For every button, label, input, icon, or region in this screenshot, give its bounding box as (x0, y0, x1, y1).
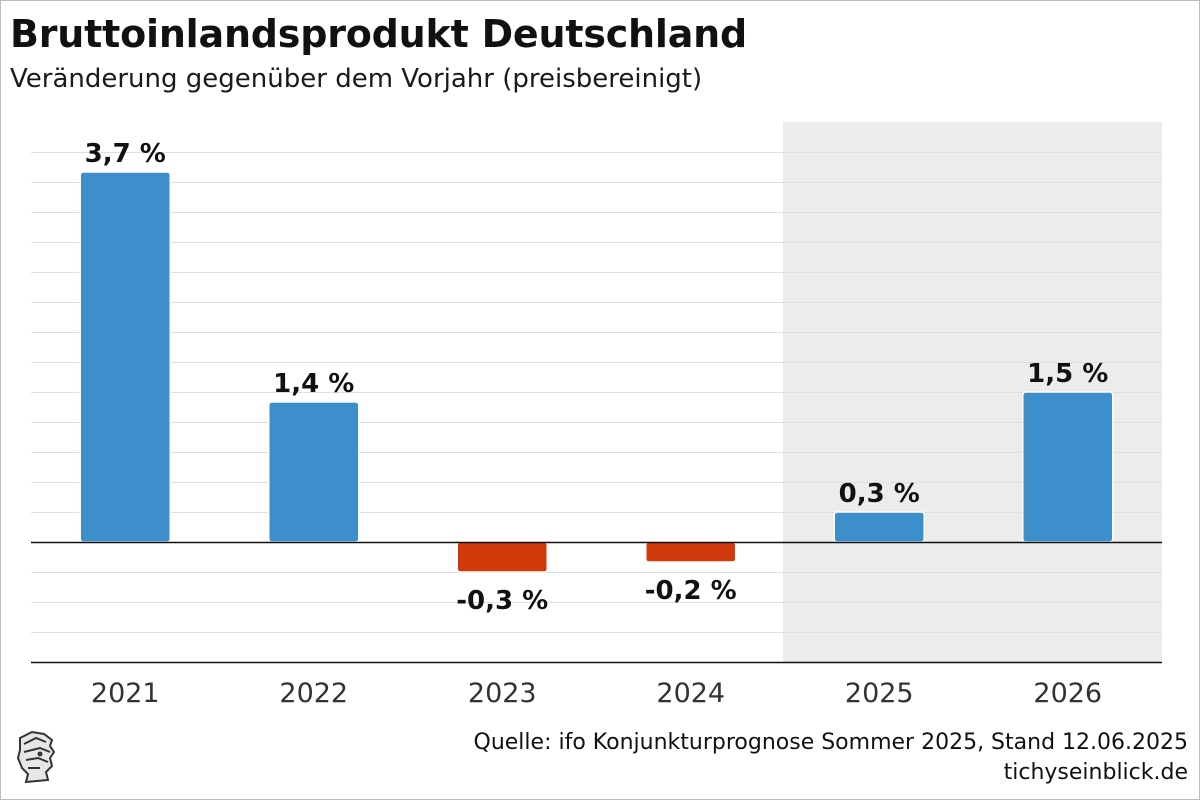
bar-2021 (79, 171, 171, 543)
x-tick-label-2023: 2023 (468, 678, 537, 709)
logo-icon (10, 728, 62, 786)
data-label-2021: 3,7 % (85, 139, 166, 169)
chart-subtitle: Veränderung gegenüber dem Vorjahr (preis… (10, 64, 703, 94)
data-label-2022: 1,4 % (273, 369, 354, 399)
bar-2024 (645, 541, 737, 563)
x-tick-label-2024: 2024 (656, 678, 725, 709)
site-name: tichyseinblick.de (1003, 760, 1188, 785)
data-label-2023: -0,3 % (456, 586, 548, 616)
bar-2026 (1022, 391, 1114, 543)
x-tick-label-2022: 2022 (279, 678, 348, 709)
x-tick-label-2021: 2021 (91, 678, 160, 709)
x-tick-label-2026: 2026 (1033, 678, 1102, 709)
bar-2022 (268, 401, 360, 543)
data-label-2025: 0,3 % (839, 479, 920, 509)
data-label-2024: -0,2 % (645, 576, 737, 606)
bar-2025 (833, 511, 925, 543)
data-label-2026: 1,5 % (1027, 359, 1108, 389)
chart-title: Bruttoinlandsprodukt Deutschland (10, 12, 748, 56)
bar-2023 (456, 541, 548, 573)
x-tick-label-2025: 2025 (845, 678, 914, 709)
source-note: Quelle: ifo Konjunkturprognose Sommer 20… (473, 730, 1188, 755)
